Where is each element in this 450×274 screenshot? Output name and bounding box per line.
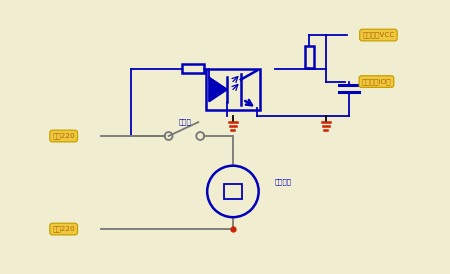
- Bar: [224, 184, 242, 199]
- Text: 交流220: 交流220: [52, 133, 75, 139]
- Text: 交流电机: 交流电机: [274, 178, 292, 185]
- Bar: [182, 64, 204, 73]
- Polygon shape: [209, 78, 227, 101]
- Text: 接单片机VCC: 接单片机VCC: [362, 32, 395, 38]
- Bar: [305, 46, 314, 68]
- Text: +: +: [360, 78, 367, 87]
- Text: 至单片机IO口: 至单片机IO口: [362, 78, 391, 85]
- Text: 温控器: 温控器: [179, 119, 192, 125]
- Text: 交流220: 交流220: [52, 226, 75, 232]
- Bar: [206, 69, 260, 110]
